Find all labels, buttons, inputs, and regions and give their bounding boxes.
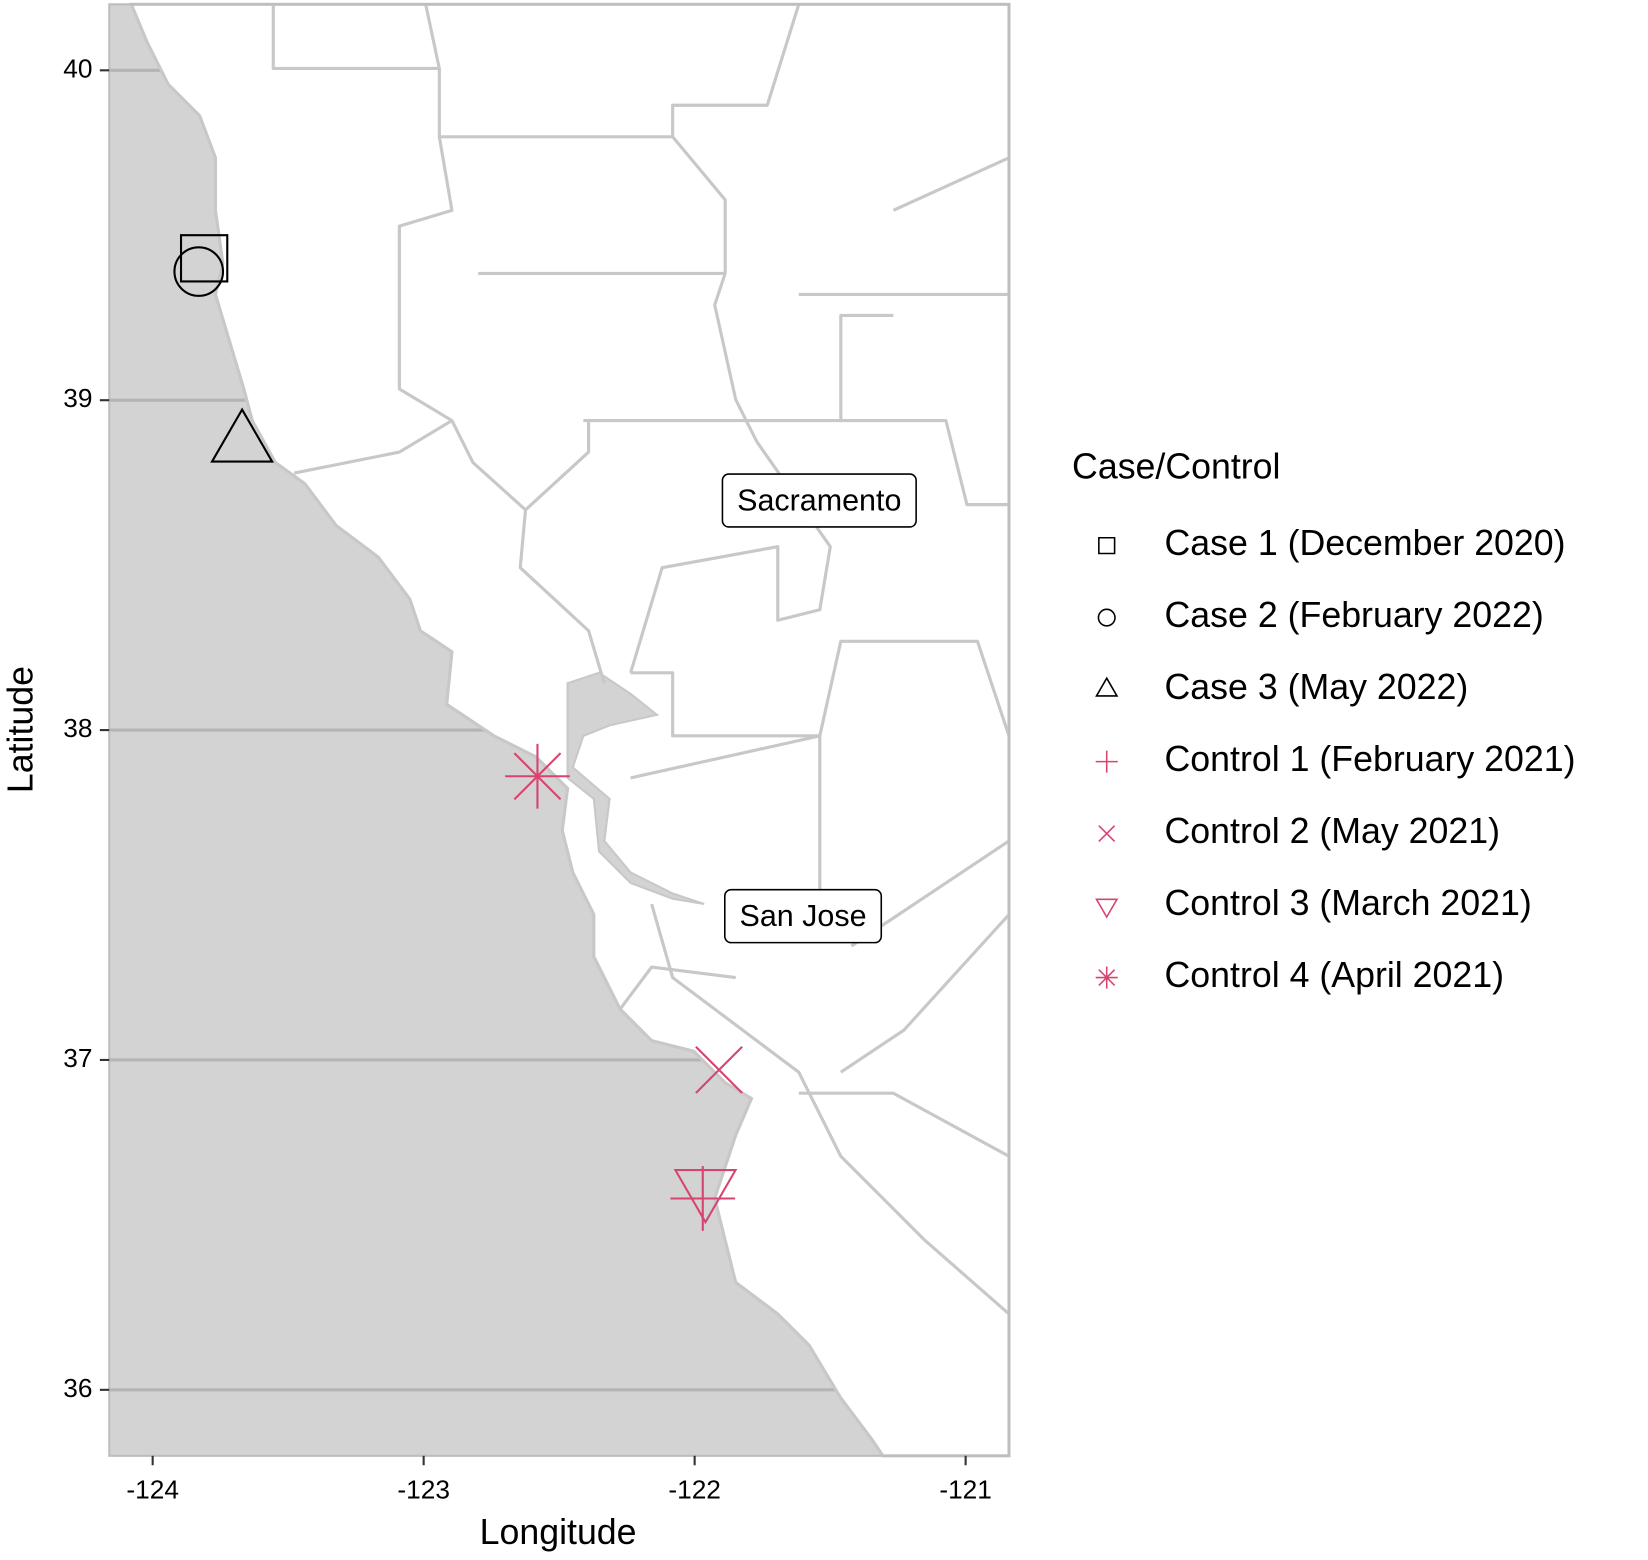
annotation-box xyxy=(721,473,917,528)
legend-label: Control 4 (April 2021) xyxy=(1165,955,1505,995)
legend-marker xyxy=(1098,825,1116,843)
legend-label: Case 2 (February 2022) xyxy=(1165,595,1544,635)
legend-marker xyxy=(1098,536,1116,555)
marker xyxy=(673,1169,738,1225)
y-tick-label: 36 xyxy=(63,1373,92,1403)
legend-label: Control 3 (March 2021) xyxy=(1165,883,1532,923)
x-tick-label: -122 xyxy=(668,1474,721,1504)
bay xyxy=(566,671,705,906)
y-axis-title: Latitude xyxy=(1,666,41,793)
marker xyxy=(695,1045,743,1094)
county-lines xyxy=(271,3,1011,1316)
y-tick-label: 37 xyxy=(63,1043,92,1073)
y-tick-label: 38 xyxy=(63,713,92,743)
annotation: Sacramento xyxy=(737,484,901,518)
legend-marker xyxy=(1095,676,1119,697)
annotation-box xyxy=(724,888,883,944)
marker xyxy=(210,407,274,463)
x-tick-label: -124 xyxy=(126,1474,179,1504)
marker xyxy=(505,743,570,809)
y-tick-label: 39 xyxy=(63,383,92,413)
x-tick-label: -123 xyxy=(397,1474,450,1504)
marker xyxy=(179,234,229,283)
x-axis-title: Longitude xyxy=(480,1512,637,1552)
legend-label: Control 2 (May 2021) xyxy=(1165,811,1501,851)
legend-marker xyxy=(1097,608,1116,627)
legend-marker xyxy=(1095,898,1119,919)
annotation: San Jose xyxy=(740,899,867,933)
legend-marker xyxy=(1095,966,1118,989)
legend-title: Case/Control xyxy=(1072,446,1280,486)
y-tick-label: 40 xyxy=(63,53,92,83)
marker xyxy=(173,246,225,297)
legend-label: Control 1 (February 2021) xyxy=(1165,739,1576,779)
x-tick-label: -121 xyxy=(939,1474,992,1504)
marker xyxy=(670,1166,736,1231)
legend-marker xyxy=(1095,750,1118,773)
legend-label: Case 3 (May 2022) xyxy=(1165,667,1469,707)
legend-label: Case 1 (December 2020) xyxy=(1165,523,1566,563)
